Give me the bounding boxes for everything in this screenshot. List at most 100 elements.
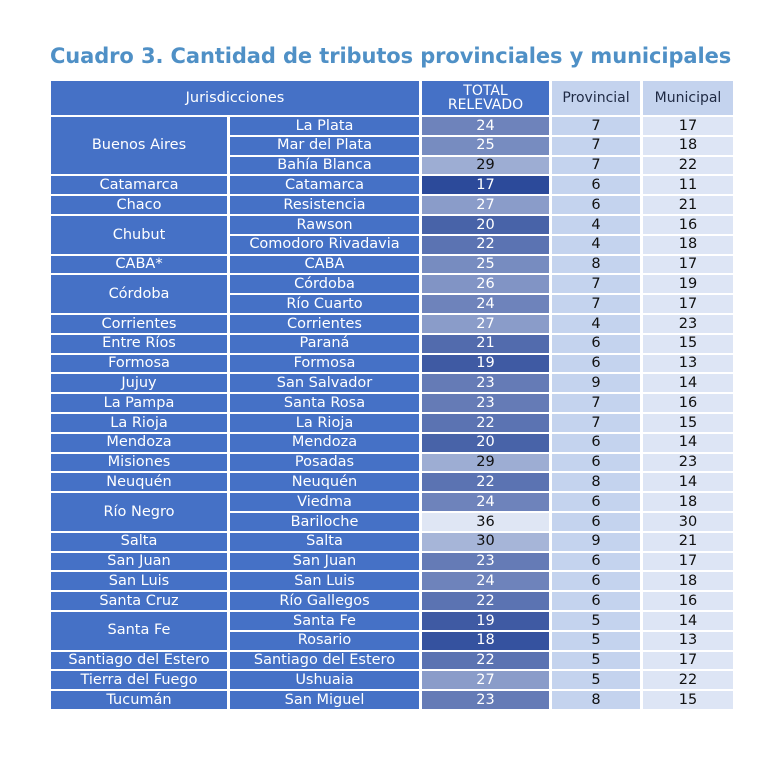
- provincial-cell: 8: [552, 473, 640, 492]
- city-cell: Mendoza: [230, 433, 419, 452]
- provincial-cell: 6: [552, 453, 640, 472]
- city-cell: Córdoba: [230, 275, 419, 294]
- city-cell: Ushuaia: [230, 671, 419, 690]
- municipal-cell: 15: [643, 691, 733, 709]
- municipal-cell: 14: [643, 433, 733, 452]
- municipal-cell: 17: [643, 651, 733, 670]
- city-cell: Río Gallegos: [230, 592, 419, 610]
- province-cell: Misiones: [51, 453, 227, 472]
- city-cell: Río Cuarto: [230, 295, 419, 313]
- province-cell: Córdoba: [51, 275, 227, 313]
- provincial-cell: 7: [552, 117, 640, 135]
- total-cell: 19: [422, 354, 549, 373]
- total-cell: 25: [422, 136, 549, 155]
- provincial-cell: 6: [552, 552, 640, 571]
- table-title: Cuadro 3. Cantidad de tributos provincia…: [50, 44, 732, 68]
- provincial-cell: 6: [552, 196, 640, 214]
- province-cell: Santa Cruz: [51, 592, 227, 610]
- provincial-cell: 5: [552, 671, 640, 690]
- provincial-cell: 6: [552, 354, 640, 373]
- municipal-cell: 13: [643, 631, 733, 650]
- provincial-cell: 7: [552, 136, 640, 155]
- municipal-cell: 23: [643, 453, 733, 472]
- province-cell: Catamarca: [51, 176, 227, 195]
- provincial-cell: 6: [552, 592, 640, 610]
- tributos-table: Jurisdicciones TOTAL RELEVADO Provincial…: [51, 81, 733, 709]
- province-cell: Tierra del Fuego: [51, 671, 227, 690]
- provincial-cell: 7: [552, 413, 640, 432]
- total-cell: 29: [422, 453, 549, 472]
- total-cell: 22: [422, 473, 549, 492]
- municipal-cell: 13: [643, 354, 733, 373]
- city-cell: Bariloche: [230, 512, 419, 531]
- total-cell: 29: [422, 156, 549, 175]
- city-cell: La Rioja: [230, 413, 419, 432]
- total-cell: 18: [422, 631, 549, 650]
- provincial-cell: 7: [552, 275, 640, 294]
- province-cell: Santiago del Estero: [51, 651, 227, 670]
- municipal-cell: 15: [643, 413, 733, 432]
- city-cell: Posadas: [230, 453, 419, 472]
- total-cell: 17: [422, 176, 549, 195]
- municipal-cell: 16: [643, 394, 733, 412]
- header-municipal: Municipal: [643, 81, 733, 115]
- municipal-cell: 14: [643, 473, 733, 492]
- total-cell: 20: [422, 215, 549, 234]
- total-cell: 21: [422, 334, 549, 353]
- city-cell: San Miguel: [230, 691, 419, 709]
- city-cell: Salta: [230, 532, 419, 551]
- municipal-cell: 18: [643, 235, 733, 254]
- provincial-cell: 9: [552, 532, 640, 551]
- municipal-cell: 16: [643, 592, 733, 610]
- city-cell: San Juan: [230, 552, 419, 571]
- province-cell: La Pampa: [51, 394, 227, 412]
- municipal-cell: 11: [643, 176, 733, 195]
- municipal-cell: 21: [643, 532, 733, 551]
- total-cell: 22: [422, 651, 549, 670]
- provincial-cell: 5: [552, 631, 640, 650]
- header-total-line1: TOTAL: [463, 82, 508, 99]
- province-cell: Corrientes: [51, 314, 227, 333]
- city-cell: Bahía Blanca: [230, 156, 419, 175]
- provincial-cell: 6: [552, 572, 640, 591]
- city-cell: Comodoro Rivadavia: [230, 235, 419, 254]
- municipal-cell: 16: [643, 215, 733, 234]
- municipal-cell: 14: [643, 374, 733, 393]
- city-cell: Formosa: [230, 354, 419, 373]
- city-cell: Catamarca: [230, 176, 419, 195]
- total-cell: 20: [422, 433, 549, 452]
- city-cell: Viedma: [230, 493, 419, 511]
- provincial-cell: 4: [552, 235, 640, 254]
- total-cell: 27: [422, 196, 549, 214]
- city-cell: Rosario: [230, 631, 419, 650]
- total-cell: 27: [422, 671, 549, 690]
- total-cell: 24: [422, 493, 549, 511]
- total-cell: 24: [422, 117, 549, 135]
- province-cell: Chaco: [51, 196, 227, 214]
- municipal-cell: 17: [643, 117, 733, 135]
- province-cell: Chubut: [51, 215, 227, 254]
- city-cell: Santa Fe: [230, 611, 419, 630]
- provincial-cell: 6: [552, 433, 640, 452]
- province-cell: Santa Fe: [51, 611, 227, 650]
- total-cell: 26: [422, 275, 549, 294]
- provincial-cell: 8: [552, 691, 640, 709]
- province-cell: Neuquén: [51, 473, 227, 492]
- municipal-cell: 21: [643, 196, 733, 214]
- total-cell: 23: [422, 691, 549, 709]
- municipal-cell: 22: [643, 671, 733, 690]
- municipal-cell: 15: [643, 334, 733, 353]
- city-cell: San Salvador: [230, 374, 419, 393]
- provincial-cell: 6: [552, 512, 640, 531]
- total-cell: 25: [422, 255, 549, 274]
- provincial-cell: 6: [552, 493, 640, 511]
- municipal-cell: 14: [643, 611, 733, 630]
- province-cell: San Luis: [51, 572, 227, 591]
- municipal-cell: 22: [643, 156, 733, 175]
- provincial-cell: 4: [552, 314, 640, 333]
- total-cell: 23: [422, 374, 549, 393]
- municipal-cell: 18: [643, 493, 733, 511]
- city-cell: Paraná: [230, 334, 419, 353]
- province-cell: Mendoza: [51, 433, 227, 452]
- municipal-cell: 30: [643, 512, 733, 531]
